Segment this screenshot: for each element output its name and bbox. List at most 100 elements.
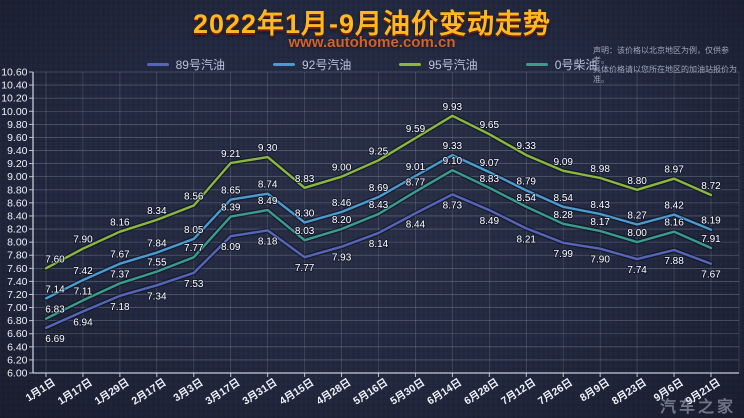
x-tick-label: 8月23日 [610, 376, 649, 407]
data-point-label: 7.84 [147, 239, 167, 250]
data-point-label: 8.54 [553, 193, 573, 204]
data-point-label: 8.16 [664, 218, 684, 229]
data-point-label: 7.67 [701, 270, 721, 281]
source-url: www.autohome.com.cn [288, 34, 456, 51]
x-tick-label: 2月17日 [130, 376, 169, 407]
data-point-label: 7.90 [73, 235, 93, 246]
y-tick-label: 8.80 [7, 184, 28, 196]
data-point-label: 8.54 [517, 193, 537, 204]
data-point-label: 8.73 [443, 200, 463, 211]
data-point-label: 8.83 [295, 174, 315, 185]
data-point-label: 8.83 [480, 174, 500, 185]
chart-legend: 89号汽油 92号汽油 95号汽油 0号柴油 [0, 56, 744, 73]
disclaimer-line-1: 声明：该价格以北京地区为例，仅供参考。 [593, 46, 729, 65]
y-tick-label: 7.20 [7, 289, 28, 301]
data-point-label: 8.27 [627, 210, 647, 221]
y-tick-label: 10.60 [1, 67, 27, 79]
data-point-label: 8.49 [258, 196, 278, 207]
x-tick-label: 4月28日 [314, 376, 353, 407]
disclaimer-note: 声明：该价格以北京地区为例，仅供参考。 具体价格请以您所在地区的加油站报价为准。 [593, 46, 741, 84]
data-point-label: 7.53 [184, 279, 204, 290]
data-point-label: 7.99 [553, 249, 573, 260]
y-tick-label: 10.20 [1, 93, 27, 105]
data-point-label: 8.97 [664, 165, 684, 176]
legend-swatch-icon [399, 63, 422, 66]
data-point-label: 8.03 [295, 226, 315, 237]
data-point-label: 7.11 [74, 286, 93, 297]
legend-label: 0号柴油 [554, 58, 598, 72]
data-point-label: 8.56 [184, 191, 204, 202]
x-tick-label: 8月9日 [578, 376, 612, 404]
data-point-label: 9.33 [443, 141, 463, 152]
data-point-label: 7.37 [110, 269, 130, 280]
data-point-label: 7.67 [110, 250, 130, 261]
data-point-label: 7.14 [45, 284, 65, 295]
x-tick-label: 3月31日 [240, 376, 279, 407]
series-line [44, 168, 713, 320]
data-point-label: 8.28 [553, 210, 573, 221]
series-89号汽油 [43, 191, 714, 331]
data-point-label: 8.09 [221, 242, 241, 253]
data-point-label: 9.25 [369, 146, 389, 157]
data-point-label: 6.69 [45, 334, 65, 345]
x-tick-label: 1月29日 [93, 376, 132, 407]
x-tick-label: 7月12日 [499, 376, 538, 407]
y-tick-label: 7.80 [7, 250, 28, 262]
data-point-label: 8.72 [701, 181, 721, 192]
series-line [44, 153, 713, 300]
data-point-label: 9.30 [258, 143, 278, 154]
data-point-label: 8.16 [110, 218, 130, 229]
x-tick-label: 5月16日 [351, 376, 390, 407]
x-tick-label: 6月28日 [462, 376, 501, 407]
legend-label: 95号汽油 [428, 58, 478, 72]
x-tick-label: 1月1日 [24, 376, 58, 404]
data-labels-89号汽油: 6.69 6.94 7.18 7.34 7.53 8.09 8.18 7.77 7.93 8.14… [44, 199, 722, 345]
data-point-label: 8.20 [332, 215, 352, 226]
y-tick-label: 6.60 [7, 328, 28, 340]
data-point-label: 9.09 [553, 157, 573, 168]
y-tick-label: 7.40 [7, 276, 28, 288]
data-point-label: 8.74 [258, 180, 278, 191]
watermark-logo: 汽车之家 [659, 399, 736, 416]
data-point-label: 8.43 [590, 200, 610, 211]
data-point-label: 7.88 [664, 256, 684, 267]
legend-item-0号柴油: 0号柴油 [525, 56, 598, 73]
data-point-label: 8.46 [332, 198, 352, 209]
data-point-label: 8.39 [221, 203, 241, 214]
y-tick-label: 10.00 [1, 106, 27, 118]
data-point-label: 9.21 [221, 149, 241, 160]
data-point-label: 8.14 [369, 239, 389, 250]
data-point-label: 9.10 [443, 156, 463, 167]
data-point-label: 7.55 [147, 258, 167, 269]
legend-swatch-icon [525, 63, 548, 66]
data-point-label: 9.33 [517, 141, 537, 152]
data-point-label: 7.74 [627, 265, 647, 276]
data-point-label: 8.19 [701, 216, 721, 227]
y-tick-label: 9.60 [7, 132, 28, 144]
y-tick-label: 7.00 [7, 302, 28, 314]
series-0号柴油 [43, 167, 714, 322]
y-tick-label: 6.40 [7, 341, 28, 353]
y-tick-label: 9.80 [7, 119, 28, 131]
y-tick-label: 8.40 [7, 210, 28, 222]
data-point-label: 8.21 [517, 234, 537, 245]
y-tick-label: 6.80 [7, 315, 28, 327]
page-title: 2022年1月-9月油价变动走势 [192, 9, 552, 39]
y-tick-label: 8.60 [7, 197, 28, 209]
data-point-label: 9.65 [480, 120, 500, 131]
data-point-label: 7.90 [590, 255, 610, 266]
series-line [44, 114, 713, 270]
y-tick-label: 8.00 [7, 237, 28, 249]
data-point-label: 9.93 [443, 102, 463, 113]
data-point-label: 7.77 [295, 263, 315, 274]
data-point-label: 7.77 [184, 243, 204, 254]
legend-label: 89号汽油 [175, 58, 225, 72]
x-tick-label: 1月17日 [56, 376, 95, 407]
data-point-label: 8.30 [295, 209, 315, 220]
y-axis-labels: 6.00 6.206.406.606.807.007.207.407.607.80… [1, 67, 27, 380]
data-point-label: 8.98 [590, 164, 610, 175]
x-tick-label: 7月26日 [536, 376, 575, 407]
